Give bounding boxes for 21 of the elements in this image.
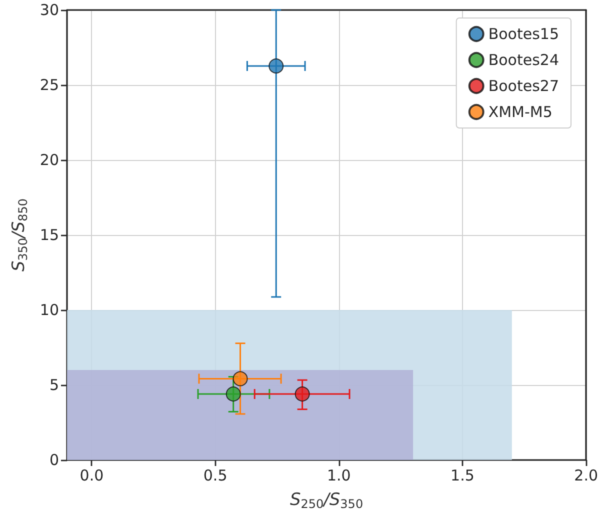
x-tick-label: 0.0 (80, 466, 104, 484)
legend-label: XMM-M5 (488, 103, 552, 121)
x-tick-label: 1.0 (326, 466, 351, 484)
y-tick-label: 30 (40, 1, 59, 19)
y-tick-label: 5 (49, 376, 59, 394)
y-axis-title: S350/S850 (9, 198, 30, 272)
x-tick-label: 0.5 (203, 466, 228, 484)
point (268, 58, 284, 74)
y-tick-label: 0 (49, 451, 59, 469)
y-tick-label: 15 (40, 226, 59, 244)
legend-label: Bootes24 (488, 51, 560, 69)
x-tick-label: 2.0 (574, 466, 598, 484)
legend-label: Bootes27 (488, 77, 560, 95)
point (226, 386, 241, 402)
y-tick-label: 25 (40, 76, 59, 94)
x-tick-label: 1.5 (450, 466, 474, 484)
point (294, 386, 310, 402)
legend-label: Bootes15 (488, 25, 560, 43)
y-tick-label: 10 (40, 301, 59, 319)
y-tick-label: 20 (40, 151, 59, 169)
point (232, 371, 248, 386)
